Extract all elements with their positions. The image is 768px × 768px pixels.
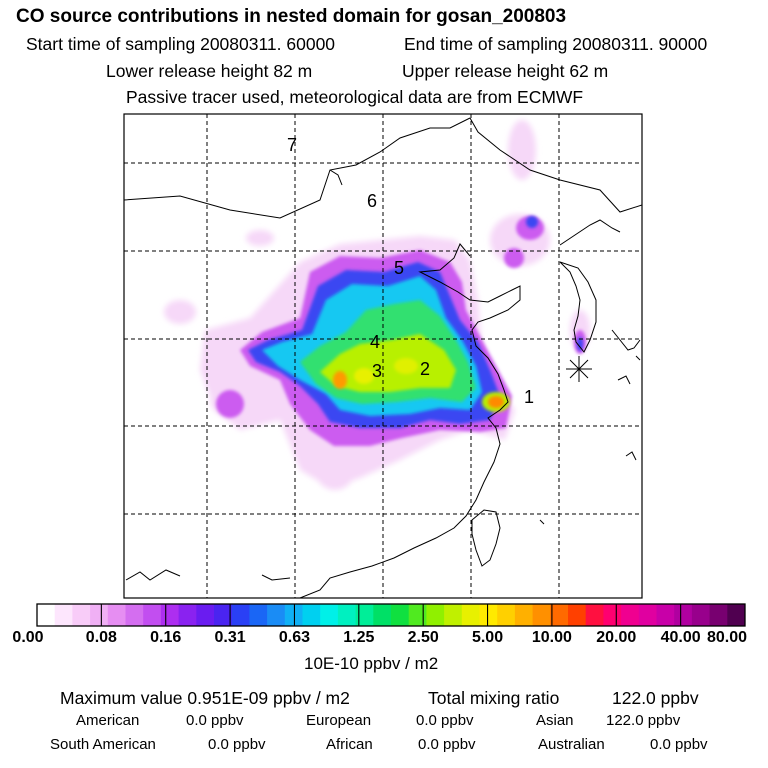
region-label-2: 2: [420, 359, 430, 379]
colorbar-tick-label: 40.00: [660, 629, 701, 646]
colorbar-cell: [479, 604, 498, 626]
colorbar-cell: [160, 604, 180, 626]
region-label-3: 3: [372, 361, 382, 381]
colorbar-cell: [373, 604, 392, 626]
tracer-note: Passive tracer used, meteorological data…: [126, 87, 584, 107]
colorbar-tick-label: 2.50: [407, 629, 439, 646]
colorbar-cell: [585, 604, 604, 626]
figure-title: CO source contributions in nested domain…: [16, 6, 567, 27]
colorbar-cell: [550, 604, 569, 626]
colorbar-unit: 10E-10 ppbv / m2: [304, 654, 439, 673]
colorbar-cell: [90, 604, 109, 626]
colorbar-cell: [621, 604, 640, 626]
colorbar-cell: [656, 604, 675, 626]
region-label-4: 4: [370, 332, 380, 352]
total-mixing-ratio-value: 122.0 ppbv: [612, 688, 699, 708]
map-panel: 1 2 3 4 5 6 7: [123, 113, 643, 599]
colorbar-tick-label: 0.16: [150, 629, 182, 646]
colorbar-cell: [444, 604, 463, 626]
colorbar-cell: [107, 604, 126, 626]
colorbar-cell: [514, 604, 534, 626]
colorbar-cell: [674, 604, 693, 626]
colorbar-cell: [320, 604, 339, 626]
colorbar-cell: [532, 604, 551, 626]
colorbar-tick-label: 80.00: [706, 629, 748, 646]
colorbar-cell: [709, 604, 728, 626]
colorbar-cell: [391, 604, 410, 626]
concentration-plume: [164, 120, 590, 490]
region-value-european: 0.0 ppbv: [416, 712, 474, 729]
end-time: End time of sampling 20080311. 90000: [404, 34, 708, 54]
colorbar-tick-label: 0.63: [278, 629, 311, 646]
region-name-african: African: [326, 736, 373, 753]
colorbar-cell: [284, 604, 303, 626]
colorbar-cell: [54, 604, 73, 626]
colorbar-cell: [125, 604, 144, 626]
colorbar-cell: [337, 604, 357, 626]
region-name-asian: Asian: [536, 712, 574, 729]
colorbar-cell: [249, 604, 268, 626]
lower-release-height: Lower release height 82 m: [106, 61, 313, 81]
region-label-5: 5: [394, 258, 404, 278]
graticule-lines: [124, 114, 642, 598]
upper-release-height: Upper release height 62 m: [402, 61, 609, 81]
colorbar-cell: [72, 604, 91, 626]
colorbar-tick-label: 1.25: [343, 629, 375, 646]
colorbar-frame: [36, 603, 746, 627]
map-frame: [123, 113, 643, 599]
colorbar-cell: [231, 604, 250, 626]
colorbar-cell: [302, 604, 321, 626]
region-name-australian: Australian: [538, 736, 605, 753]
region-value-south-american: 0.0 ppbv: [208, 736, 266, 753]
colorbar-cell: [408, 604, 427, 626]
region-value-african: 0.0 ppbv: [418, 736, 476, 753]
region-label-6: 6: [367, 191, 377, 211]
colorbar-cell: [196, 604, 215, 626]
region-name-american: American: [76, 712, 140, 729]
region-label-1: 1: [524, 387, 534, 407]
colorbar-cell: [143, 604, 162, 626]
colorbar-separators: [100, 604, 682, 626]
maximum-value: Maximum value 0.951E-09 ppbv / m2: [60, 688, 350, 708]
region-name-european: European: [306, 712, 372, 729]
colorbar-cell: [727, 604, 746, 626]
colorbar-tick-label: 0.08: [85, 629, 117, 646]
colorbar-cell: [178, 604, 197, 626]
colorbar-cell: [497, 604, 516, 626]
colorbar-cell: [214, 604, 233, 626]
region-value-asian: 122.0 ppbv: [606, 712, 681, 729]
region-value-american: 0.0 ppbv: [186, 712, 244, 729]
total-mixing-ratio-label: Total mixing ratio: [428, 688, 560, 708]
colorbar-cell: [461, 604, 480, 626]
colorbar-tick-label: 20.00: [596, 629, 637, 646]
colorbar-tick-label: 10.00: [531, 629, 572, 646]
start-time: Start time of sampling 20080311. 60000: [26, 34, 336, 54]
colorbar-cell: [603, 604, 622, 626]
colorbar-cell: [267, 604, 286, 626]
colorbar-tick-label: 0.00: [12, 629, 44, 646]
colorbar-cell: [355, 604, 374, 626]
colorbar-cell: [568, 604, 587, 626]
colorbar-tick-label: 0.31: [214, 629, 246, 646]
asterisk-receptor-icon: [566, 356, 592, 382]
region-label-7: 7: [287, 135, 297, 155]
colorbar-tick-label: 5.00: [471, 629, 504, 646]
coastline-lines: [124, 117, 642, 598]
colorbar-cell: [691, 604, 711, 626]
colorbar-cells: [37, 604, 746, 626]
region-name-south-american: South American: [50, 736, 156, 753]
colorbar-cell: [426, 604, 445, 626]
region-labels: 1 2 3 4 5 6 7: [287, 135, 534, 407]
colorbar-cell: [37, 604, 56, 626]
colorbar: [36, 603, 746, 627]
region-value-australian: 0.0 ppbv: [650, 736, 708, 753]
colorbar-cell: [638, 604, 657, 626]
